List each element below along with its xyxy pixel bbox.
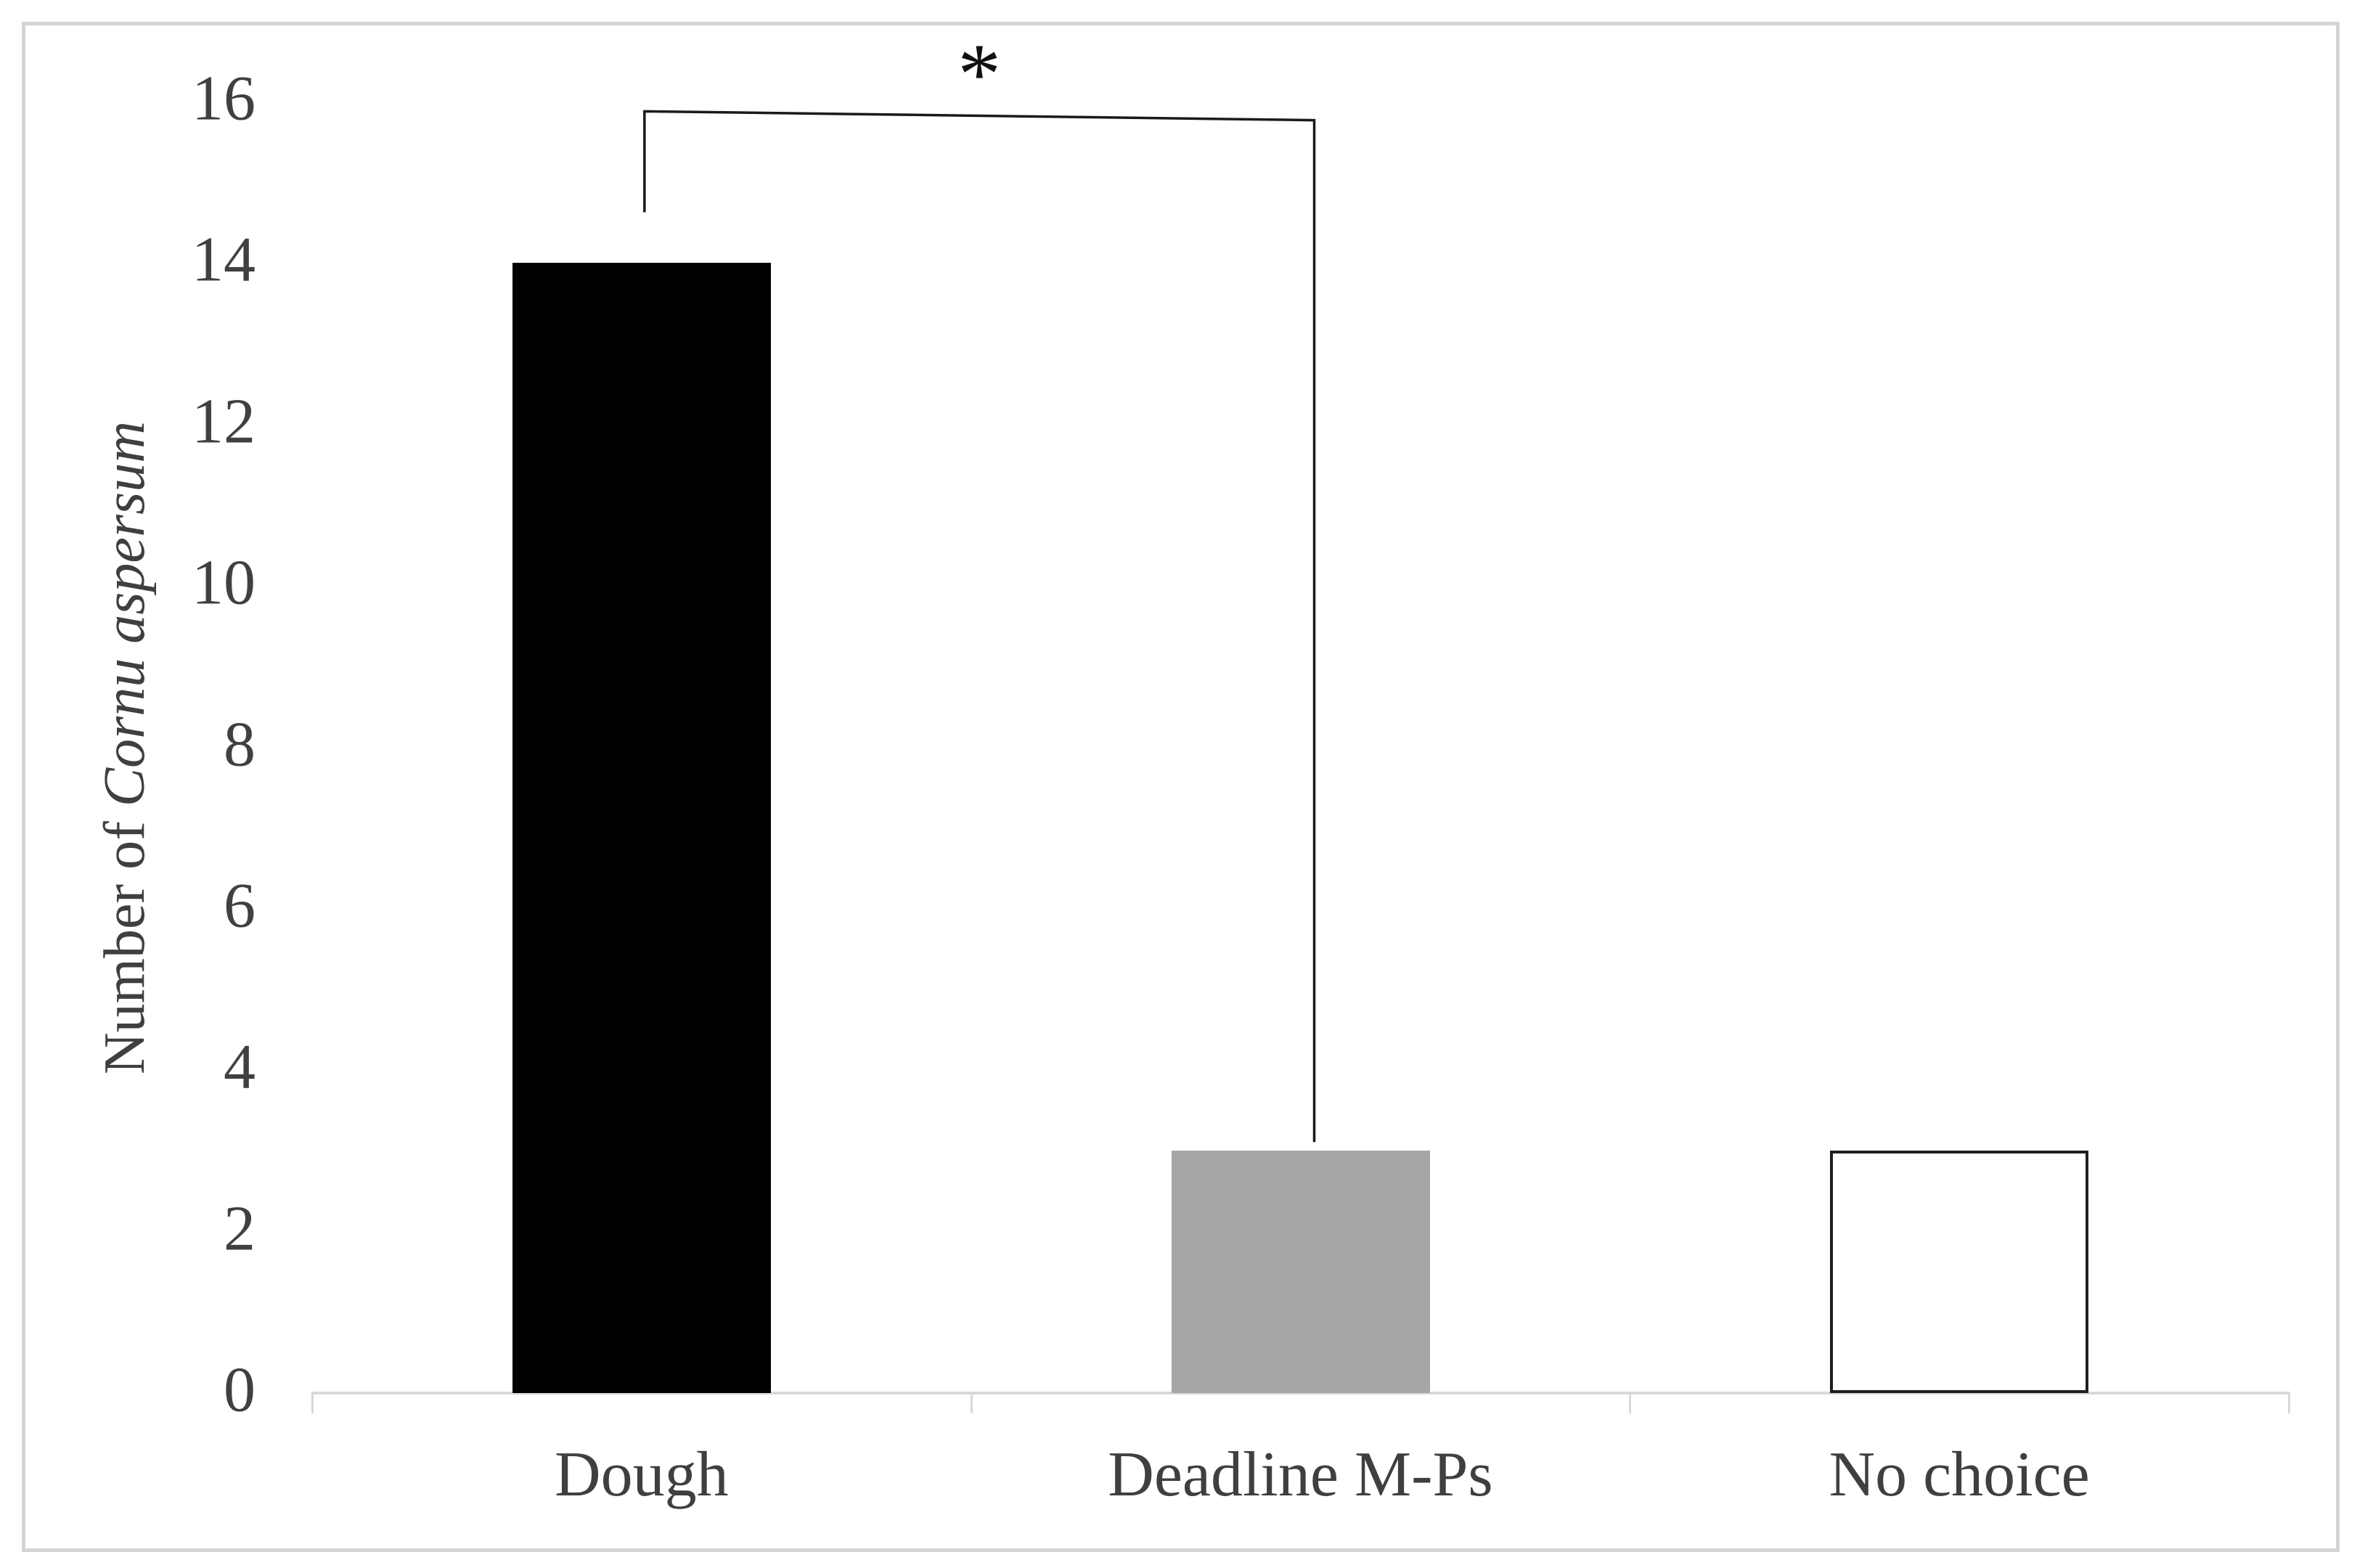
x-category-label: No choice: [1829, 1440, 2090, 1510]
y-tick-label: 4: [224, 1032, 256, 1103]
y-tick-label: 12: [192, 386, 256, 457]
significance-asterisk: *: [957, 25, 1002, 122]
bar-dough: [512, 263, 771, 1393]
y-tick-label: 8: [224, 709, 256, 780]
x-axis-tick: [2288, 1392, 2290, 1413]
y-tick-label: 0: [224, 1355, 256, 1426]
y-tick-label: 2: [224, 1193, 256, 1265]
bar-no-choice: [1830, 1151, 2089, 1393]
y-tick-label: 14: [192, 224, 256, 295]
y-tick-label: 10: [192, 547, 256, 618]
x-category-label: Dough: [555, 1440, 729, 1510]
x-axis-tick: [1629, 1392, 1632, 1413]
y-tick-label: 6: [224, 870, 256, 942]
x-category-label: Deadline M-Ps: [1108, 1440, 1493, 1510]
y-tick-label: 16: [192, 63, 256, 134]
x-axis-tick: [311, 1392, 314, 1413]
x-axis-tick: [970, 1392, 973, 1413]
bar-deadline-m-ps: [1171, 1151, 1430, 1393]
x-axis-line: [312, 1392, 2289, 1395]
